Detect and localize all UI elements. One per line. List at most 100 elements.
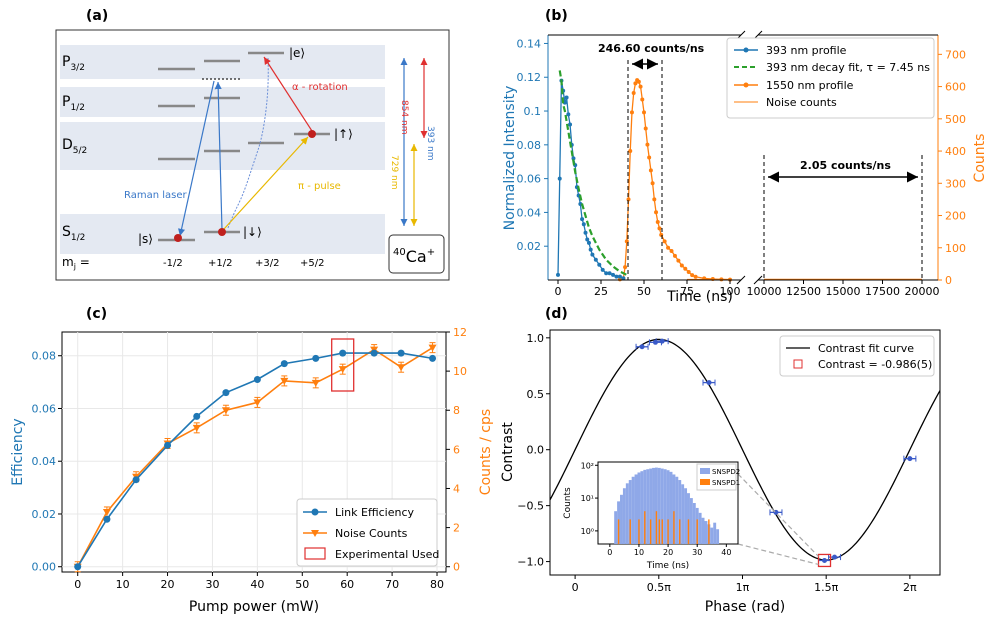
series-393-point bbox=[556, 272, 560, 277]
d-data-marks bbox=[549, 338, 941, 568]
d-data-point bbox=[706, 380, 712, 386]
inset-bar-snspd2 bbox=[672, 474, 676, 544]
fit-393-line bbox=[558, 70, 628, 276]
panel-b-ticks: 0 25 50 75 100 10000 12500 15000 17500 20000 0.02 0… bbox=[517, 37, 967, 298]
inset-bar-snspd2 bbox=[701, 517, 705, 544]
b-xtick-label: 50 bbox=[637, 285, 651, 298]
b-ytick-left-label: 0.06 bbox=[517, 173, 542, 186]
mj-value-2: +1/2 bbox=[208, 258, 232, 269]
c-noise-point bbox=[338, 366, 347, 374]
inset-ylabel: Counts bbox=[563, 487, 573, 519]
c-ytick-right-label: 4 bbox=[453, 482, 460, 495]
c-experimental-used-box bbox=[331, 338, 355, 392]
mj-label: mj = bbox=[62, 255, 90, 271]
inset-bar-snspd2 bbox=[669, 471, 673, 544]
c-efficiency-point bbox=[429, 354, 437, 362]
series-1550-point bbox=[633, 81, 638, 86]
series-1550-point bbox=[683, 266, 688, 271]
series-1550-point bbox=[640, 97, 645, 102]
c-efficiency-point bbox=[280, 360, 288, 368]
c-noise-point bbox=[280, 377, 289, 385]
inset-bar-snspd1 bbox=[661, 519, 663, 544]
c-xtick-label: 50 bbox=[295, 578, 309, 591]
d-xtick-label: 1.5π bbox=[814, 581, 838, 594]
c-ylabel-right: Counts / cps bbox=[478, 409, 494, 495]
c-legend-efficiency: Link Efficiency bbox=[335, 506, 414, 519]
inset-xtick-label: 10 bbox=[634, 548, 644, 557]
c-legend-used: Experimental Used bbox=[335, 548, 439, 561]
d-highlight-box bbox=[817, 553, 832, 568]
c-xtick-label: 40 bbox=[250, 578, 264, 591]
inset-bar-snspd1 bbox=[696, 519, 698, 544]
series-1550-point bbox=[702, 276, 707, 281]
d-inset-connector bbox=[737, 473, 819, 557]
state-s-label: |s⟩ bbox=[138, 232, 153, 246]
inset-bar-snspd2 bbox=[684, 488, 688, 544]
series-1550-point bbox=[657, 226, 662, 231]
series-1550-point bbox=[719, 277, 724, 282]
b-ytick-left-label: 0.04 bbox=[517, 206, 542, 219]
inset-bar-snspd1 bbox=[644, 511, 646, 544]
b-legend-fit: 393 nm decay fit, τ = 7.45 ns bbox=[766, 61, 930, 74]
series-1550-point bbox=[638, 84, 643, 89]
b-xlabel: Time (ns) bbox=[666, 289, 733, 305]
mj-value-1: -1/2 bbox=[163, 258, 183, 269]
series-1550-point bbox=[686, 269, 691, 274]
inset-bar-snspd2 bbox=[666, 470, 670, 544]
d-data-point bbox=[659, 338, 665, 344]
series-1550-line bbox=[619, 79, 731, 281]
c-ytick-left-label: 0.02 bbox=[32, 508, 57, 521]
inset-ytick-label: 10² bbox=[581, 461, 594, 470]
series-1550-point bbox=[690, 273, 695, 278]
d-legend-swatch-contrast bbox=[793, 359, 803, 369]
d-inset-histogram: 0 10 20 30 40 10⁰ 10¹ 10² Time (ns) Counts SNSP… bbox=[563, 461, 740, 571]
series-393-point bbox=[586, 240, 591, 245]
c-noise-point bbox=[102, 508, 111, 516]
series-393-point bbox=[607, 271, 612, 276]
inset-bar-snspd2 bbox=[622, 488, 626, 544]
panel-c-chart: 0 10 20 30 40 50 60 70 80 0.00 0.02 0.04 0.06 0.08 0 2 4… bbox=[10, 326, 494, 615]
b-ylabel-right: Counts bbox=[972, 134, 988, 183]
d-ytick-label: 0.5 bbox=[527, 388, 545, 401]
series-1550-point bbox=[642, 110, 646, 115]
series-1550-point bbox=[628, 149, 633, 154]
inset-ticks: 0 10 20 30 40 10⁰ 10¹ 10² bbox=[581, 461, 732, 557]
mj-value-3: +3/2 bbox=[255, 258, 279, 269]
level-label-p12: P1/2 bbox=[62, 94, 85, 113]
c-ytick-left-label: 0.08 bbox=[32, 350, 57, 363]
inset-bar-snspd1 bbox=[649, 519, 652, 544]
inset-bar-snspd2 bbox=[716, 529, 720, 544]
panel-b-data-marks bbox=[556, 70, 922, 282]
series-1550-point bbox=[669, 248, 674, 253]
inset-legend-snspd2: SNSPD2 bbox=[712, 468, 740, 476]
inset-bar-snspd1 bbox=[687, 519, 690, 544]
d-plot-frame bbox=[549, 329, 941, 576]
series-1550-point bbox=[629, 110, 634, 115]
b-ytick-left-label: 0.1 bbox=[524, 105, 542, 118]
state-up-label: |↑⟩ bbox=[334, 127, 353, 141]
b-ytick-left-label: 0.08 bbox=[517, 139, 542, 152]
inset-bar-snspd2 bbox=[681, 484, 685, 544]
c-ytick-left-label: 0.00 bbox=[32, 561, 57, 574]
d-data-point bbox=[639, 344, 645, 350]
d-ytick-label: −0.5 bbox=[517, 500, 544, 513]
c-noise-point bbox=[311, 379, 320, 387]
inset-bar-snspd2 bbox=[710, 527, 714, 544]
c-ytick-right-label: 12 bbox=[453, 326, 467, 339]
inset-bar-snspd2 bbox=[660, 468, 664, 544]
panel-d-chart: 0 0.5π 1π 1.5π 2π −1.0 −0.5 0.0 0.5 1.0 Phase (ra… bbox=[500, 329, 941, 615]
series-393-point bbox=[597, 262, 602, 267]
b-noise-annotation: 2.05 counts/ns bbox=[800, 159, 891, 172]
d-legend-box bbox=[779, 335, 935, 377]
wl-393-label: 393 nm bbox=[425, 126, 435, 161]
series-393-point bbox=[566, 112, 571, 117]
series-1550-point bbox=[623, 265, 628, 270]
inset-bar-snspd2 bbox=[620, 494, 623, 544]
c-ytick-right-label: 6 bbox=[453, 443, 460, 456]
inset-bar-snspd2 bbox=[634, 474, 638, 544]
c-efficiency-point bbox=[103, 515, 111, 523]
c-xtick-label: 70 bbox=[385, 578, 399, 591]
inset-bar-snspd2 bbox=[654, 467, 658, 544]
panel-label-c: (c) bbox=[86, 306, 107, 322]
inset-legend-swatch-snspd1 bbox=[700, 479, 710, 485]
